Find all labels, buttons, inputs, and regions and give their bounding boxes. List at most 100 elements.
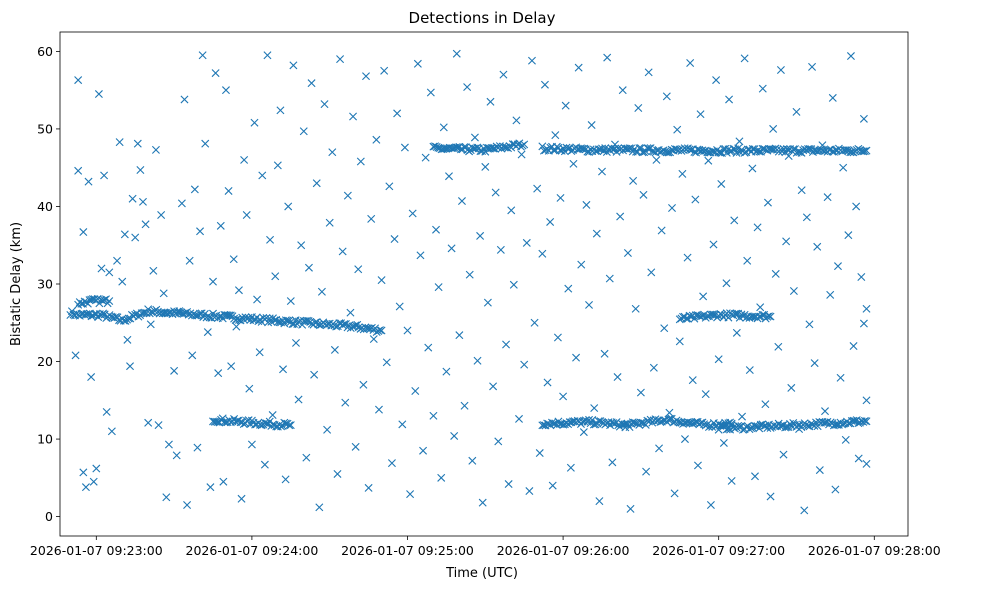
data-point — [489, 382, 498, 391]
data-point — [649, 363, 658, 372]
data-point — [102, 407, 111, 416]
y-tick-label: 40 — [37, 199, 53, 214]
data-point — [207, 313, 216, 322]
y-tick-label: 50 — [37, 121, 53, 136]
data-point — [763, 198, 772, 207]
data-point — [279, 365, 288, 374]
data-point — [450, 431, 459, 440]
data-point — [105, 297, 114, 306]
data-point — [540, 80, 549, 89]
data-point — [341, 398, 350, 407]
data-point — [502, 340, 511, 349]
data-point — [566, 463, 575, 472]
data-point — [79, 468, 88, 477]
data-point — [685, 145, 694, 154]
data-point — [126, 362, 135, 371]
data-point — [411, 387, 420, 395]
data-point — [183, 500, 192, 509]
data-point — [753, 223, 762, 232]
data-point — [608, 458, 617, 467]
data-point — [138, 197, 147, 206]
data-point — [320, 100, 329, 109]
data-point — [79, 228, 88, 237]
data-point — [704, 156, 713, 165]
data-point — [419, 446, 428, 455]
data-point — [802, 213, 811, 222]
data-point — [154, 421, 163, 430]
y-tick-label: 30 — [37, 277, 53, 292]
data-point — [862, 396, 871, 405]
data-point — [766, 312, 775, 321]
data-point — [538, 421, 547, 430]
data-point — [831, 420, 840, 429]
data-point — [818, 141, 827, 150]
data-point — [687, 418, 696, 427]
data-point — [748, 312, 757, 321]
data-point — [862, 417, 871, 426]
data-point — [696, 110, 705, 119]
data-point — [565, 418, 574, 427]
data-point — [302, 453, 311, 462]
data-point — [703, 148, 712, 157]
data-point — [732, 328, 741, 337]
data-point — [463, 83, 472, 92]
data-point — [128, 194, 137, 203]
data-point — [185, 256, 194, 265]
data-point — [862, 146, 871, 155]
data-point — [797, 186, 806, 195]
data-point — [592, 229, 601, 238]
data-point — [714, 148, 723, 157]
data-point — [849, 342, 858, 351]
data-point — [662, 148, 671, 157]
data-point — [263, 51, 272, 60]
data-point — [439, 123, 448, 132]
data-point — [691, 195, 700, 204]
data-point — [800, 506, 809, 515]
data-point — [629, 176, 638, 185]
data-point — [315, 503, 324, 512]
data-point — [708, 310, 717, 319]
data-point — [328, 148, 337, 157]
data-point — [607, 144, 616, 153]
data-point — [533, 184, 542, 193]
data-point — [84, 177, 93, 186]
data-point — [476, 231, 485, 240]
data-point — [636, 418, 645, 427]
data-point — [159, 289, 168, 298]
data-point — [727, 419, 736, 428]
data-point — [273, 317, 282, 326]
data-point — [452, 49, 461, 58]
data-point — [631, 304, 640, 313]
data-point — [657, 147, 666, 156]
data-point — [784, 152, 793, 161]
data-point — [354, 265, 363, 274]
data-point — [74, 166, 83, 175]
data-point — [421, 153, 430, 162]
data-point — [170, 366, 179, 375]
data-point — [699, 292, 708, 301]
data-point — [826, 290, 835, 299]
data-point — [229, 255, 238, 264]
data-point — [854, 454, 863, 463]
data-point — [447, 144, 456, 153]
data-point — [349, 112, 358, 121]
data-point — [193, 443, 202, 452]
data-point — [380, 66, 389, 75]
data-point — [465, 270, 474, 279]
data-point — [763, 312, 772, 321]
data-point — [149, 266, 158, 275]
data-point — [620, 420, 629, 429]
data-point — [374, 405, 383, 414]
data-point — [395, 302, 404, 311]
data-point — [473, 356, 482, 365]
data-point — [372, 135, 381, 144]
data-point — [369, 335, 378, 344]
data-point — [429, 411, 438, 420]
data-point — [626, 504, 635, 513]
data-point — [120, 230, 129, 239]
data-point — [455, 331, 464, 340]
data-point — [87, 373, 96, 382]
data-point — [582, 200, 591, 209]
data-point — [203, 328, 212, 337]
